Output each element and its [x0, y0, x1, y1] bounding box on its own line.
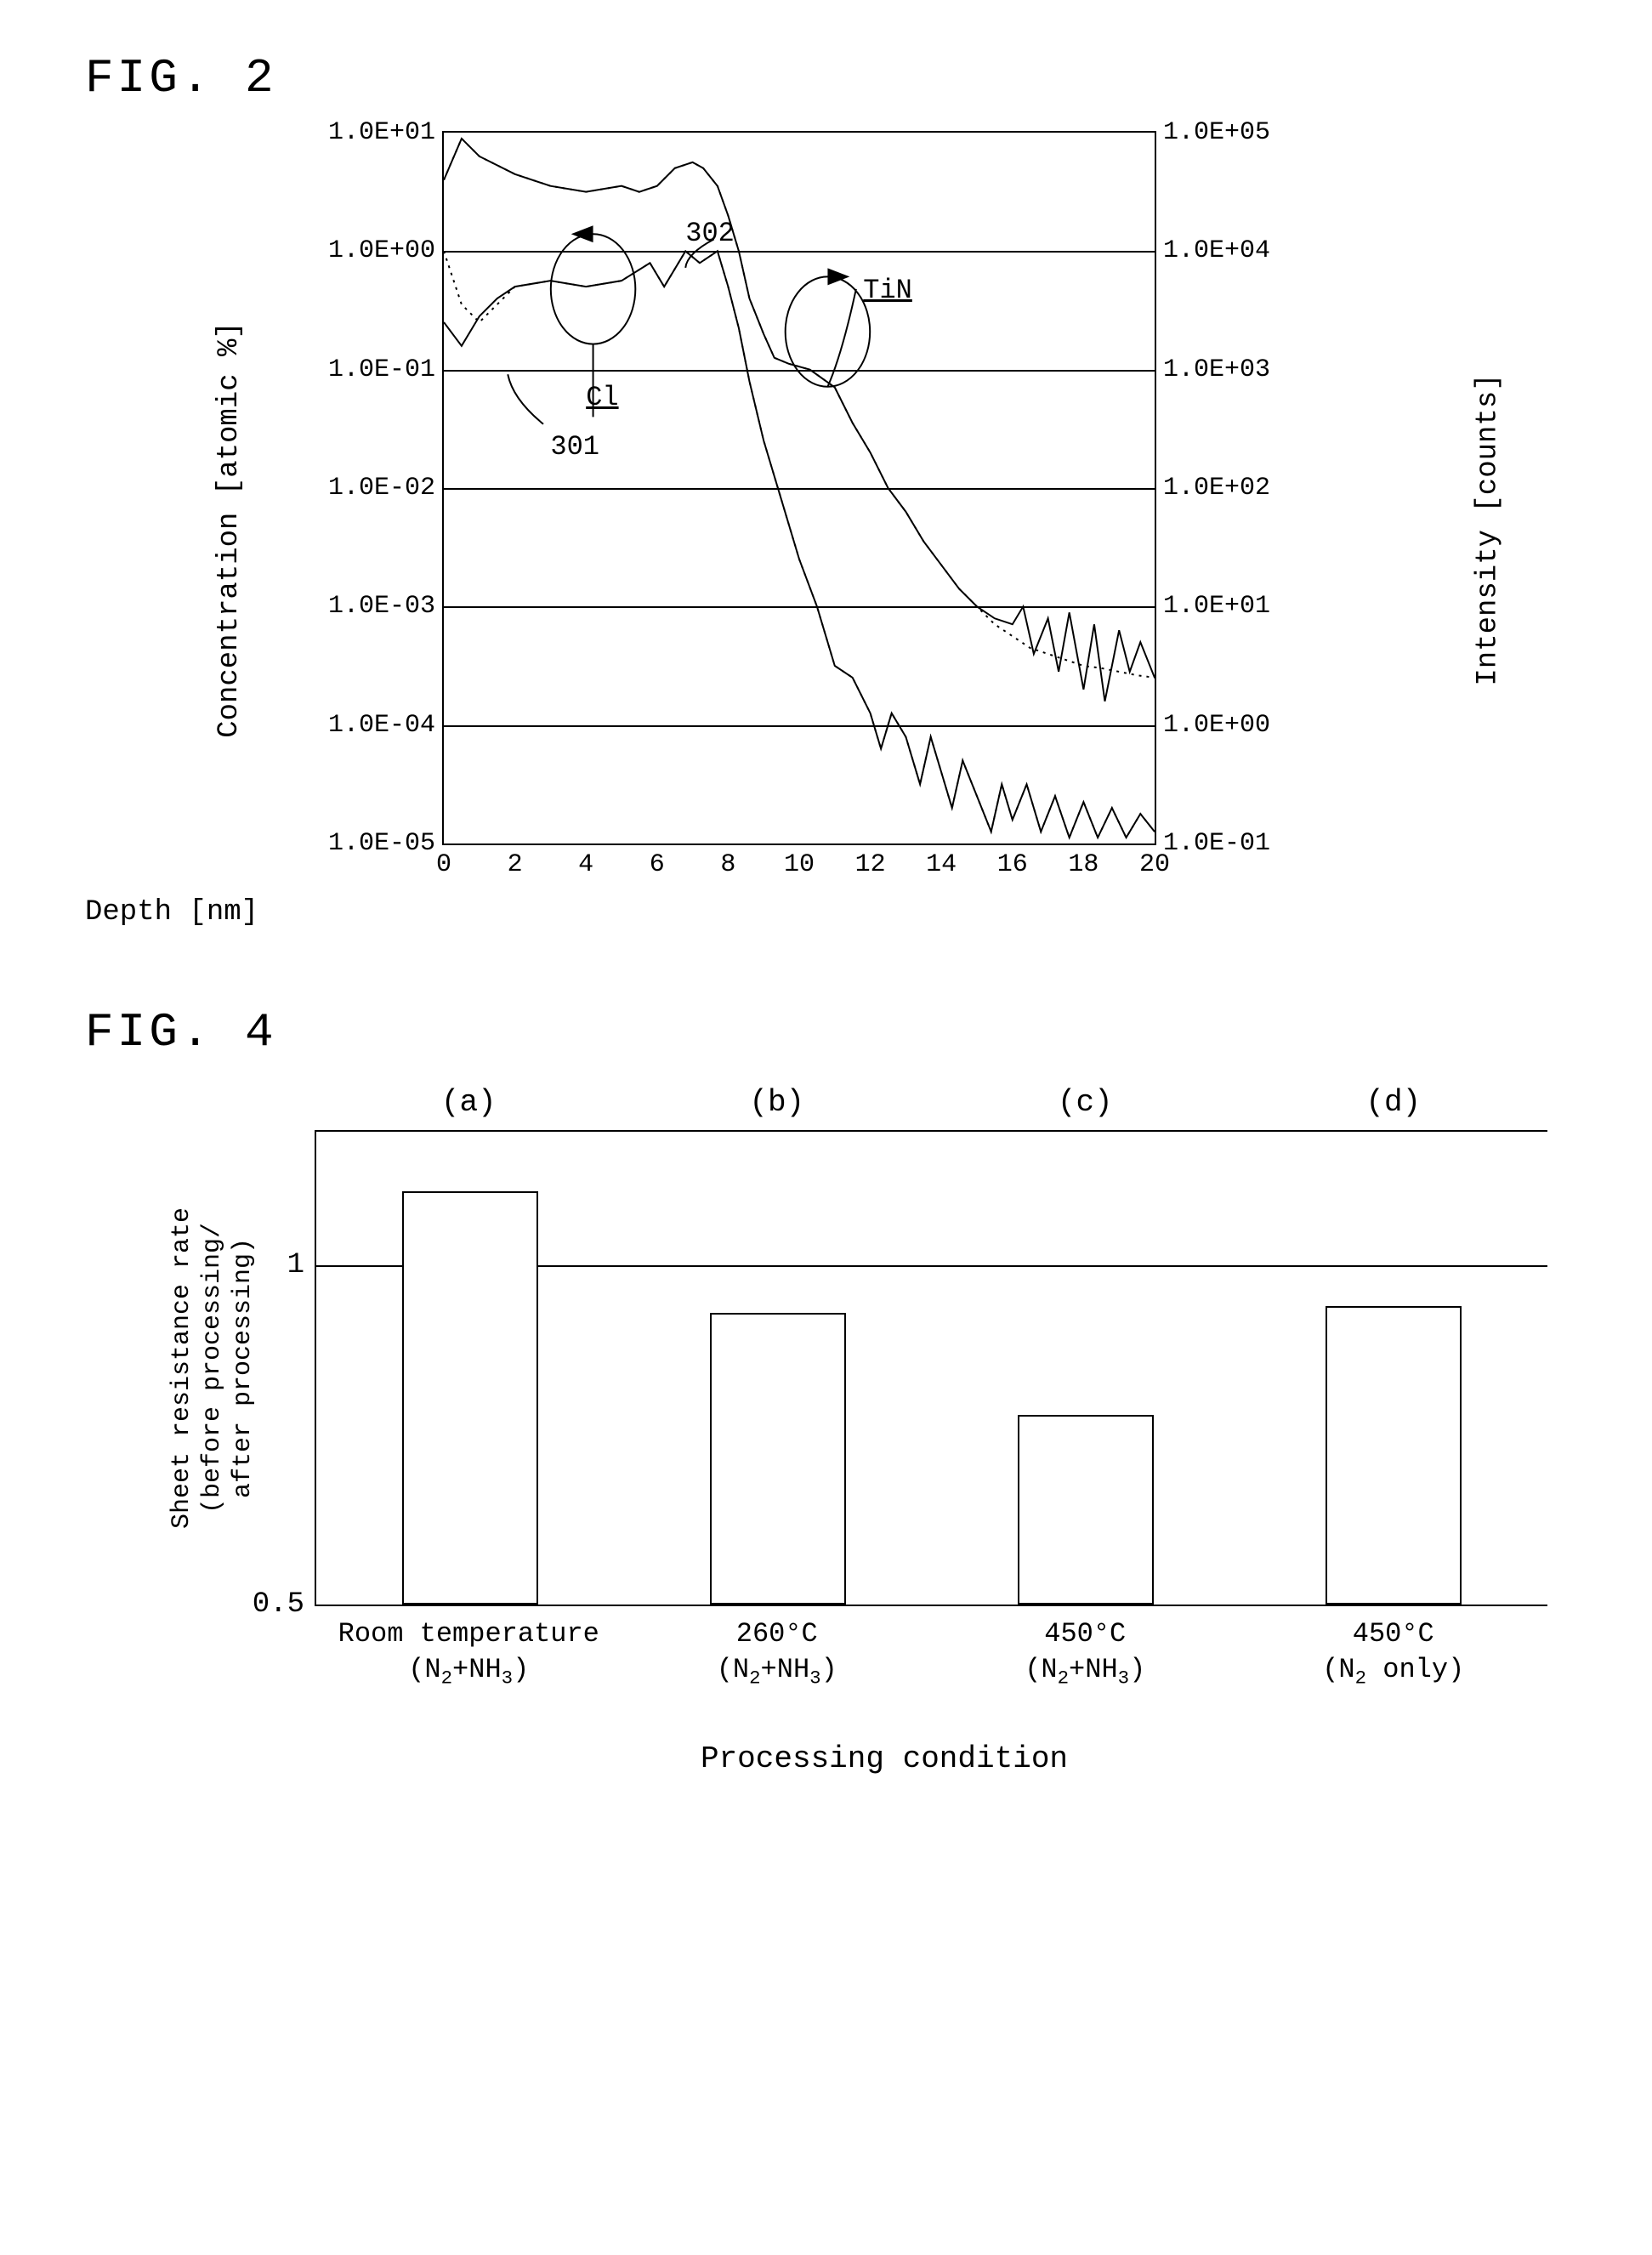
fig2-annotation-num_302: 302 [685, 218, 735, 249]
fig2-y-left-tick: 1.0E-02 [328, 474, 444, 503]
fig4-bar [710, 1313, 846, 1605]
fig4-letter: (b) [623, 1085, 932, 1120]
fig2-y-left-label: Concentration [atomic %] [213, 321, 246, 738]
fig4-top-border [316, 1130, 1547, 1132]
fig2-x-tick: 16 [997, 843, 1028, 879]
fig2-y-right-label: Intensity [counts] [1472, 373, 1504, 685]
fig4-category-line1: Room temperature [315, 1616, 623, 1652]
fig2-x-tick: 14 [926, 843, 957, 879]
fig4-category-line2: (N2+NH3) [315, 1652, 623, 1691]
fig4-x-label: Processing condition [221, 1741, 1547, 1776]
fig2-x-tick: 20 [1139, 843, 1170, 879]
fig2-y-right-tick: 1.0E+05 [1155, 118, 1270, 147]
fig2-annotation-label_Cl: Cl [586, 382, 618, 413]
fig2-chart: Concentration [atomic %] 1.0E-051.0E-011… [323, 131, 1275, 929]
fig2-y-left-tick: 1.0E-03 [328, 592, 444, 621]
fig2-gridline [444, 488, 1155, 490]
fig4-letter: (c) [931, 1085, 1240, 1120]
figure-4: FIG. 4 (a)(b)(c)(d) Sheet resistance rat… [85, 1005, 1567, 1776]
fig2-x-tick: 18 [1068, 843, 1098, 879]
fig4-y-label: Sheet resistance rate (before processing… [167, 1207, 258, 1529]
fig2-series-tin-dotted [444, 139, 1155, 678]
fig4-letter-row: (a)(b)(c)(d) [315, 1085, 1547, 1120]
fig2-gridline [444, 370, 1155, 372]
fig2-gridline [444, 251, 1155, 253]
fig4-title: FIG. 4 [85, 1005, 1567, 1059]
fig2-y-left-tick: 1.0E+01 [328, 118, 444, 147]
fig4-category-line2: (N2 only) [1240, 1652, 1548, 1691]
fig2-tin-loop-arrow-tail [827, 289, 855, 387]
fig2-series-cl-dotted [444, 251, 1155, 838]
fig2-annotation-num_301: 301 [550, 431, 599, 463]
fig4-plot-area: 0.51 [315, 1130, 1547, 1606]
fig2-y-left-tick: 1.0E-01 [328, 355, 444, 384]
fig2-y-right-tick: 1.0E+01 [1155, 592, 1270, 621]
fig4-bar [1326, 1306, 1462, 1605]
fig4-category-line1: 450°C [1240, 1616, 1548, 1652]
fig4-y-tick: 1 [287, 1249, 316, 1281]
fig4-category-line1: 450°C [931, 1616, 1240, 1652]
fig2-y-right-tick: 1.0E-01 [1155, 829, 1270, 858]
fig4-y-label-l1: Sheet resistance rate [167, 1207, 196, 1529]
fig2-y-right-tick: 1.0E+03 [1155, 355, 1270, 384]
fig4-y-label-l3: after processing) [229, 1238, 258, 1498]
fig2-y-right-tick: 1.0E+02 [1155, 474, 1270, 503]
fig2-y-right-tick: 1.0E+00 [1155, 711, 1270, 740]
fig2-title: FIG. 2 [85, 51, 1567, 105]
fig4-category-line2: (N2+NH3) [931, 1652, 1240, 1691]
fig4-category: 260°C(N2+NH3) [623, 1616, 932, 1690]
fig4-chart: (a)(b)(c)(d) Sheet resistance rate (befo… [221, 1085, 1547, 1776]
fig4-y-tick: 0.5 [253, 1588, 316, 1621]
fig2-y-left-tick: 1.0E+00 [328, 236, 444, 265]
fig2-y-left-tick: 1.0E-04 [328, 711, 444, 740]
fig2-series-tin-solid [444, 139, 1155, 701]
fig4-category: 450°C(N2+NH3) [931, 1616, 1240, 1690]
fig4-category-line1: 260°C [623, 1616, 932, 1652]
fig2-x-label: Depth [nm] [85, 845, 799, 929]
figure-2: FIG. 2 Concentration [atomic %] 1.0E-051… [85, 51, 1567, 929]
fig4-category: Room temperature(N2+NH3) [315, 1616, 623, 1690]
fig4-bar [1018, 1415, 1154, 1605]
fig2-gridline [444, 606, 1155, 608]
fig4-y-label-l2: (before processing/ [198, 1223, 227, 1514]
fig2-y-right-tick: 1.0E+04 [1155, 236, 1270, 265]
fig2-plot-area: 1.0E-051.0E-011.0E-041.0E+001.0E-031.0E+… [442, 131, 1156, 845]
fig2-series-cl-solid [444, 251, 1155, 838]
fig2-x-tick: 12 [855, 843, 886, 879]
fig4-category-line2: (N2+NH3) [623, 1652, 932, 1691]
fig4-category: 450°C(N2 only) [1240, 1616, 1548, 1690]
fig4-bar [402, 1191, 538, 1605]
fig2-301-leader [508, 374, 543, 424]
fig4-category-row: Room temperature(N2+NH3)260°C(N2+NH3)450… [315, 1616, 1547, 1690]
fig2-annotation-label_TiN: TiN [863, 275, 912, 306]
fig2-gridline [444, 725, 1155, 727]
fig4-letter: (a) [315, 1085, 623, 1120]
fig4-letter: (d) [1240, 1085, 1548, 1120]
